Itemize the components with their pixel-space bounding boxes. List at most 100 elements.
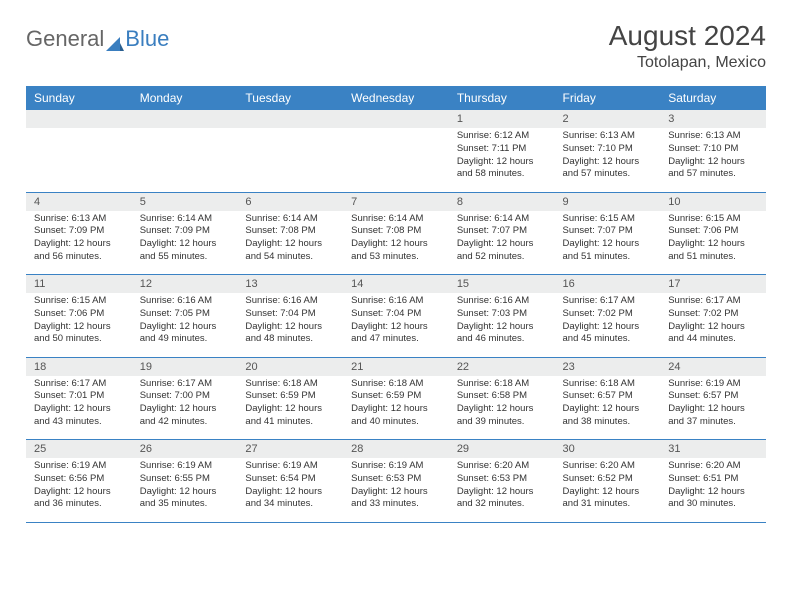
day-number: 20 (237, 357, 343, 376)
sunrise: Sunrise: 6:13 AM (34, 213, 124, 226)
sunrise: Sunrise: 6:15 AM (668, 213, 758, 226)
logo-text-2: Blue (125, 26, 169, 52)
day-number (343, 110, 449, 128)
page-header: General Blue August 2024 Totolapan, Mexi… (26, 20, 766, 72)
title-block: August 2024 Totolapan, Mexico (609, 20, 766, 72)
daylight: Daylight: 12 hours and 53 minutes. (351, 238, 441, 264)
day-details (26, 128, 132, 192)
day-details: Sunrise: 6:17 AMSunset: 7:02 PMDaylight:… (660, 293, 766, 357)
daylight: Daylight: 12 hours and 37 minutes. (668, 403, 758, 429)
sunset: Sunset: 7:04 PM (245, 308, 335, 321)
day-number: 13 (237, 275, 343, 294)
sunrise: Sunrise: 6:17 AM (34, 378, 124, 391)
sunset: Sunset: 7:08 PM (351, 225, 441, 238)
day-details: Sunrise: 6:18 AMSunset: 6:57 PMDaylight:… (555, 376, 661, 440)
daylight: Daylight: 12 hours and 50 minutes. (34, 321, 124, 347)
day-detail-row: Sunrise: 6:12 AMSunset: 7:11 PMDaylight:… (26, 128, 766, 192)
sunrise: Sunrise: 6:15 AM (563, 213, 653, 226)
day-number: 14 (343, 275, 449, 294)
sunset: Sunset: 6:58 PM (457, 390, 547, 403)
daylight: Daylight: 12 hours and 45 minutes. (563, 321, 653, 347)
sunrise: Sunrise: 6:14 AM (140, 213, 230, 226)
day-number: 30 (555, 440, 661, 459)
daylight: Daylight: 12 hours and 30 minutes. (668, 486, 758, 512)
sunset: Sunset: 7:06 PM (34, 308, 124, 321)
day-number: 5 (132, 192, 238, 211)
sunset: Sunset: 7:07 PM (457, 225, 547, 238)
sunrise: Sunrise: 6:16 AM (245, 295, 335, 308)
sunset: Sunset: 7:07 PM (563, 225, 653, 238)
daylight: Daylight: 12 hours and 57 minutes. (563, 156, 653, 182)
day-details: Sunrise: 6:18 AMSunset: 6:58 PMDaylight:… (449, 376, 555, 440)
sunrise: Sunrise: 6:18 AM (563, 378, 653, 391)
day-details: Sunrise: 6:19 AMSunset: 6:57 PMDaylight:… (660, 376, 766, 440)
day-detail-row: Sunrise: 6:15 AMSunset: 7:06 PMDaylight:… (26, 293, 766, 357)
sunset: Sunset: 7:02 PM (668, 308, 758, 321)
daylight: Daylight: 12 hours and 42 minutes. (140, 403, 230, 429)
day-details: Sunrise: 6:15 AMSunset: 7:07 PMDaylight:… (555, 211, 661, 275)
daylight: Daylight: 12 hours and 52 minutes. (457, 238, 547, 264)
weekday-header: Thursday (449, 86, 555, 110)
day-number: 3 (660, 110, 766, 128)
day-details: Sunrise: 6:20 AMSunset: 6:51 PMDaylight:… (660, 458, 766, 522)
daylight: Daylight: 12 hours and 43 minutes. (34, 403, 124, 429)
sunrise: Sunrise: 6:14 AM (457, 213, 547, 226)
daylight: Daylight: 12 hours and 33 minutes. (351, 486, 441, 512)
day-number: 29 (449, 440, 555, 459)
sunrise: Sunrise: 6:19 AM (245, 460, 335, 473)
day-number: 10 (660, 192, 766, 211)
sunrise: Sunrise: 6:19 AM (668, 378, 758, 391)
day-details: Sunrise: 6:14 AMSunset: 7:07 PMDaylight:… (449, 211, 555, 275)
day-details: Sunrise: 6:17 AMSunset: 7:02 PMDaylight:… (555, 293, 661, 357)
daylight: Daylight: 12 hours and 40 minutes. (351, 403, 441, 429)
day-number: 6 (237, 192, 343, 211)
sunrise: Sunrise: 6:18 AM (457, 378, 547, 391)
daylight: Daylight: 12 hours and 39 minutes. (457, 403, 547, 429)
sunset: Sunset: 7:02 PM (563, 308, 653, 321)
sunrise: Sunrise: 6:16 AM (351, 295, 441, 308)
day-detail-row: Sunrise: 6:19 AMSunset: 6:56 PMDaylight:… (26, 458, 766, 522)
sunrise: Sunrise: 6:13 AM (563, 130, 653, 143)
daylight: Daylight: 12 hours and 54 minutes. (245, 238, 335, 264)
sunset: Sunset: 6:59 PM (351, 390, 441, 403)
sunrise: Sunrise: 6:13 AM (668, 130, 758, 143)
weekday-header: Monday (132, 86, 238, 110)
daylight: Daylight: 12 hours and 49 minutes. (140, 321, 230, 347)
day-details: Sunrise: 6:16 AMSunset: 7:04 PMDaylight:… (237, 293, 343, 357)
day-number: 15 (449, 275, 555, 294)
day-number: 24 (660, 357, 766, 376)
sunset: Sunset: 7:08 PM (245, 225, 335, 238)
calendar-table: SundayMondayTuesdayWednesdayThursdayFrid… (26, 86, 766, 523)
sunset: Sunset: 7:09 PM (34, 225, 124, 238)
day-details: Sunrise: 6:20 AMSunset: 6:53 PMDaylight:… (449, 458, 555, 522)
sunrise: Sunrise: 6:12 AM (457, 130, 547, 143)
day-detail-row: Sunrise: 6:17 AMSunset: 7:01 PMDaylight:… (26, 376, 766, 440)
day-details (237, 128, 343, 192)
day-number (132, 110, 238, 128)
day-number: 12 (132, 275, 238, 294)
daylight: Daylight: 12 hours and 31 minutes. (563, 486, 653, 512)
day-details (343, 128, 449, 192)
sunset: Sunset: 7:06 PM (668, 225, 758, 238)
day-details: Sunrise: 6:15 AMSunset: 7:06 PMDaylight:… (660, 211, 766, 275)
day-number: 8 (449, 192, 555, 211)
day-number: 1 (449, 110, 555, 128)
daylight: Daylight: 12 hours and 58 minutes. (457, 156, 547, 182)
daylight: Daylight: 12 hours and 38 minutes. (563, 403, 653, 429)
day-details: Sunrise: 6:13 AMSunset: 7:10 PMDaylight:… (555, 128, 661, 192)
sunrise: Sunrise: 6:20 AM (668, 460, 758, 473)
sunset: Sunset: 7:01 PM (34, 390, 124, 403)
day-number-row: 123 (26, 110, 766, 128)
daylight: Daylight: 12 hours and 44 minutes. (668, 321, 758, 347)
daylight: Daylight: 12 hours and 47 minutes. (351, 321, 441, 347)
day-details: Sunrise: 6:14 AMSunset: 7:09 PMDaylight:… (132, 211, 238, 275)
day-number-row: 25262728293031 (26, 440, 766, 459)
sunset: Sunset: 6:57 PM (563, 390, 653, 403)
day-details: Sunrise: 6:14 AMSunset: 7:08 PMDaylight:… (237, 211, 343, 275)
day-details: Sunrise: 6:18 AMSunset: 6:59 PMDaylight:… (343, 376, 449, 440)
calendar-head: SundayMondayTuesdayWednesdayThursdayFrid… (26, 86, 766, 110)
sunset: Sunset: 7:10 PM (563, 143, 653, 156)
day-details: Sunrise: 6:19 AMSunset: 6:53 PMDaylight:… (343, 458, 449, 522)
day-number: 17 (660, 275, 766, 294)
weekday-header: Friday (555, 86, 661, 110)
